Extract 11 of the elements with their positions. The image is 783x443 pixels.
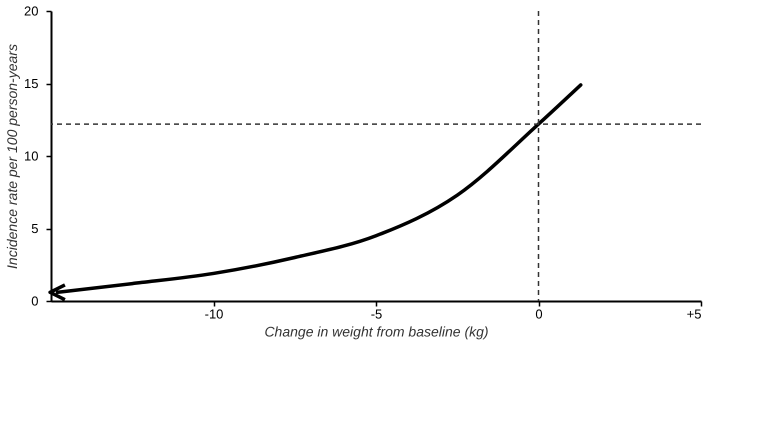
y-axis-title: Incidence rate per 100 person-years <box>4 44 20 269</box>
x-tick-label: +5 <box>686 306 702 322</box>
y-tick-label: 10 <box>24 148 38 164</box>
x-tick-label: 0 <box>535 306 543 322</box>
x-tick-label: -10 <box>204 306 224 322</box>
y-tick-label: 5 <box>31 221 38 236</box>
x-axis-title: Change in weight from baseline (kg) <box>264 324 489 340</box>
y-tick-label: 20 <box>24 4 38 18</box>
y-tick-label: 15 <box>24 76 38 91</box>
x-tick-label: -5 <box>370 306 382 322</box>
y-tick-label: 0 <box>31 294 38 308</box>
